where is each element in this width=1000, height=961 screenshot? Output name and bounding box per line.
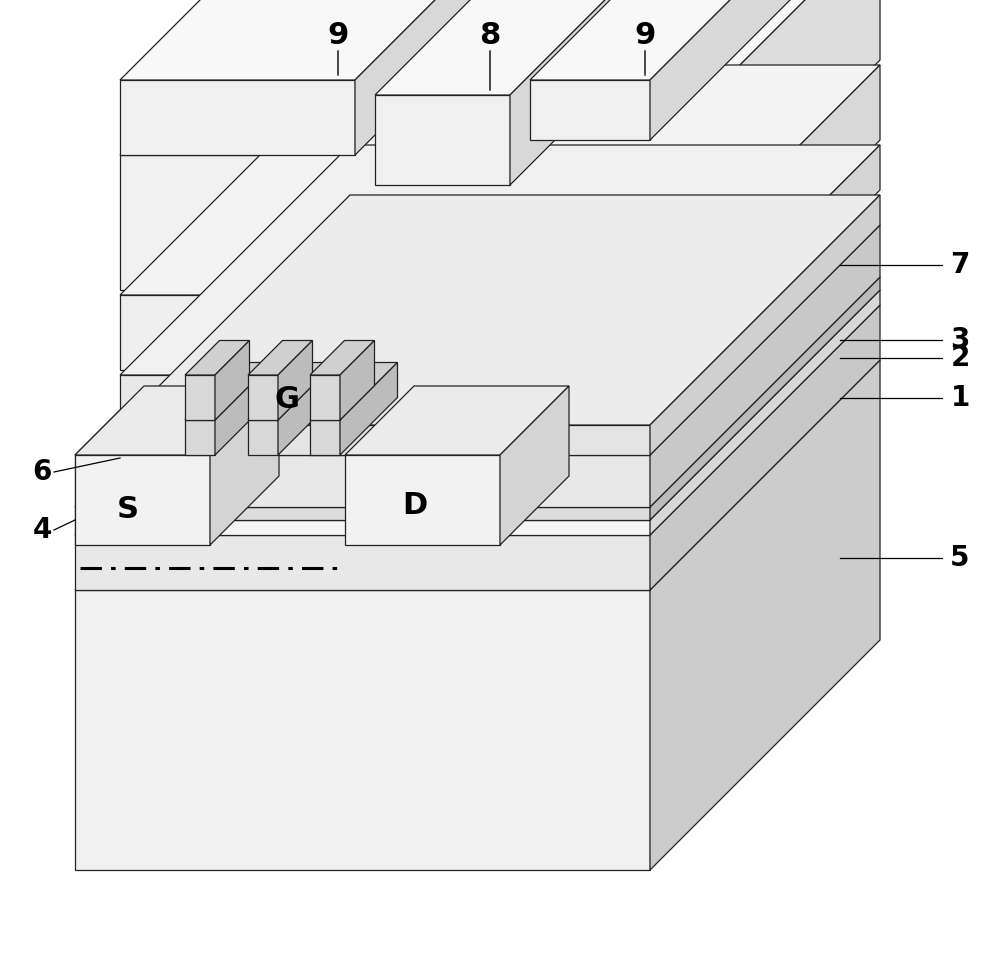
Polygon shape bbox=[120, 425, 650, 455]
Polygon shape bbox=[120, 195, 880, 425]
Polygon shape bbox=[650, 0, 880, 290]
Polygon shape bbox=[278, 340, 312, 420]
Polygon shape bbox=[355, 0, 585, 155]
Polygon shape bbox=[120, 0, 880, 155]
Polygon shape bbox=[650, 65, 880, 370]
Polygon shape bbox=[120, 65, 880, 295]
Polygon shape bbox=[310, 362, 398, 420]
Polygon shape bbox=[75, 386, 279, 455]
Polygon shape bbox=[650, 225, 880, 507]
Polygon shape bbox=[120, 80, 355, 155]
Polygon shape bbox=[215, 340, 250, 420]
Text: D: D bbox=[402, 490, 428, 520]
Text: G: G bbox=[274, 385, 300, 414]
Polygon shape bbox=[75, 277, 880, 507]
Text: 9: 9 bbox=[327, 20, 349, 50]
Text: 2: 2 bbox=[950, 344, 970, 372]
Polygon shape bbox=[340, 340, 374, 420]
Polygon shape bbox=[120, 295, 650, 370]
Polygon shape bbox=[650, 0, 880, 140]
Polygon shape bbox=[310, 340, 374, 375]
Polygon shape bbox=[215, 362, 272, 455]
Polygon shape bbox=[510, 0, 740, 185]
Polygon shape bbox=[75, 360, 880, 590]
Polygon shape bbox=[248, 420, 278, 455]
Polygon shape bbox=[185, 340, 250, 375]
Polygon shape bbox=[75, 290, 880, 520]
Text: 1: 1 bbox=[950, 384, 970, 412]
Polygon shape bbox=[345, 455, 500, 545]
Polygon shape bbox=[375, 0, 740, 95]
Polygon shape bbox=[340, 362, 398, 455]
Text: S: S bbox=[117, 496, 139, 525]
Polygon shape bbox=[345, 386, 569, 455]
Polygon shape bbox=[310, 420, 340, 455]
Polygon shape bbox=[248, 362, 336, 420]
Text: 5: 5 bbox=[950, 544, 970, 572]
Polygon shape bbox=[650, 145, 880, 420]
Polygon shape bbox=[120, 0, 585, 80]
Text: 4: 4 bbox=[32, 516, 52, 544]
Polygon shape bbox=[650, 305, 880, 590]
Polygon shape bbox=[500, 386, 569, 545]
Polygon shape bbox=[248, 340, 312, 375]
Polygon shape bbox=[310, 375, 340, 420]
Polygon shape bbox=[75, 507, 650, 520]
Text: 7: 7 bbox=[950, 251, 970, 279]
Text: 3: 3 bbox=[950, 326, 970, 354]
Polygon shape bbox=[120, 375, 650, 420]
Polygon shape bbox=[75, 590, 650, 870]
Polygon shape bbox=[278, 362, 336, 455]
Polygon shape bbox=[75, 535, 650, 590]
Text: 6: 6 bbox=[32, 458, 52, 486]
Polygon shape bbox=[650, 290, 880, 535]
Polygon shape bbox=[650, 277, 880, 520]
Polygon shape bbox=[185, 375, 215, 420]
Polygon shape bbox=[210, 386, 279, 545]
Text: 9: 9 bbox=[634, 20, 656, 50]
Polygon shape bbox=[248, 375, 278, 420]
Polygon shape bbox=[75, 305, 880, 535]
Polygon shape bbox=[530, 80, 650, 140]
Polygon shape bbox=[650, 360, 880, 870]
Polygon shape bbox=[375, 95, 510, 185]
Polygon shape bbox=[75, 455, 210, 545]
Polygon shape bbox=[75, 225, 880, 455]
Polygon shape bbox=[185, 362, 272, 420]
Polygon shape bbox=[650, 195, 880, 455]
Text: 8: 8 bbox=[479, 20, 501, 50]
Polygon shape bbox=[530, 0, 880, 80]
Polygon shape bbox=[75, 520, 650, 535]
Polygon shape bbox=[120, 145, 880, 375]
Polygon shape bbox=[120, 155, 650, 290]
Polygon shape bbox=[75, 455, 650, 507]
Polygon shape bbox=[185, 420, 215, 455]
